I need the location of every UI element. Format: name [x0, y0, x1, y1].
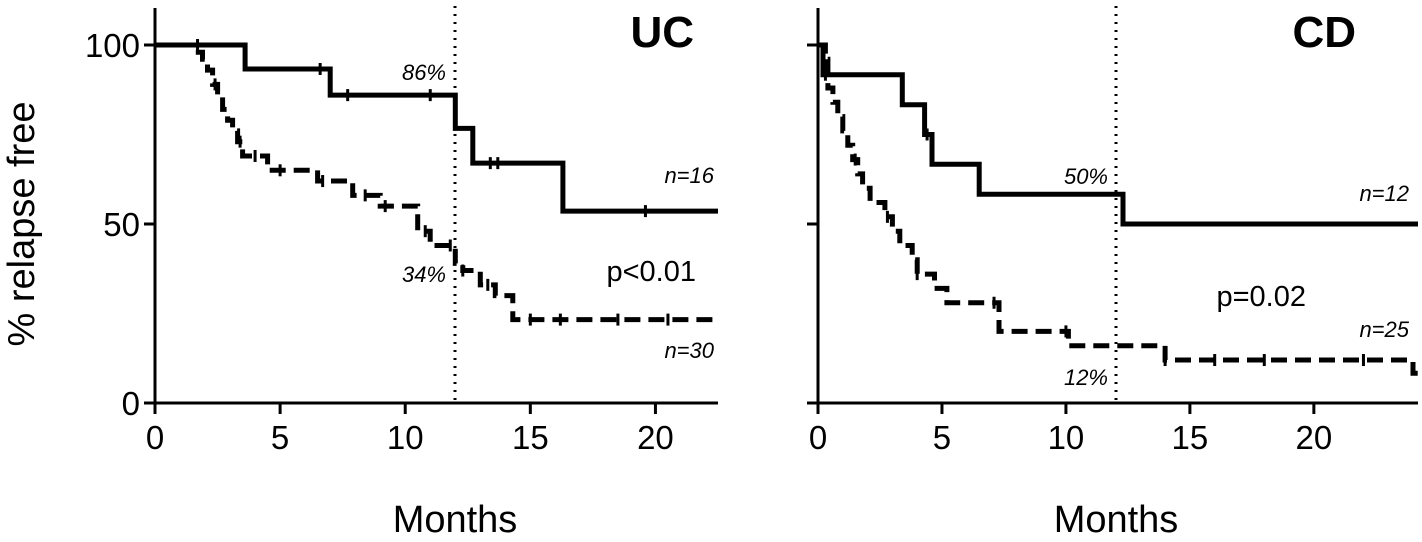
- x-tick-label: 20: [1296, 419, 1333, 456]
- annotation-lower-percent: 12%: [1064, 365, 1108, 390]
- y-axis-title: % relapse free: [1, 101, 43, 346]
- panel-title: CD: [1292, 8, 1356, 57]
- x-tick-label: 0: [809, 419, 827, 456]
- x-tick-label: 20: [637, 419, 674, 456]
- x-tick-label: 5: [933, 419, 951, 456]
- y-tick-label: 50: [103, 206, 140, 243]
- annotation-upper-percent: 86%: [402, 60, 446, 85]
- curve-group: [818, 42, 1418, 376]
- x-tick-label: 15: [1172, 419, 1209, 456]
- x-axis-title: Months: [393, 499, 518, 541]
- panel-uc: 0 5 10 15 20 0 50 100 UC Months 86% 34% n=16 n=…: [85, 6, 718, 541]
- x-tick-label: 10: [387, 419, 424, 456]
- x-axis-title: Months: [1054, 499, 1179, 541]
- annotation-lower-percent: 34%: [402, 262, 446, 287]
- annotation-upper-percent: 50%: [1064, 164, 1108, 189]
- x-tick-label: 5: [271, 419, 289, 456]
- y-tick-label: 100: [85, 27, 140, 64]
- annotation-lower-n: n=25: [1359, 317, 1409, 342]
- p-value: p=0.02: [1216, 281, 1306, 313]
- x-tick-label: 10: [1048, 419, 1085, 456]
- panel-title: UC: [630, 8, 694, 57]
- survival-curve-solid: [818, 42, 1418, 227]
- survival-curve-solid: [155, 42, 718, 214]
- tick-group: 0 5 10 15 20 0 50 100: [85, 27, 674, 456]
- survival-curve-dashed: [818, 42, 1418, 376]
- x-tick-label: 0: [146, 419, 164, 456]
- annotation-lower-n: n=30: [664, 338, 714, 363]
- annotation-upper-n: n=16: [664, 163, 714, 188]
- annotation-upper-n: n=12: [1359, 181, 1409, 206]
- p-value: p<0.01: [606, 256, 696, 288]
- y-tick-label: 0: [122, 385, 140, 422]
- panel-cd: 0 5 10 15 20 CD Months 50% 12% n=12 n=25 p=0…: [807, 6, 1418, 541]
- x-tick-label: 15: [512, 419, 549, 456]
- curve-group: [155, 39, 718, 326]
- tick-group: 0 5 10 15 20: [807, 43, 1333, 456]
